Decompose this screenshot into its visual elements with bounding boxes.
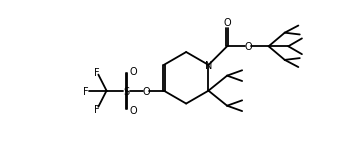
Text: O: O: [130, 106, 137, 116]
Text: O: O: [142, 87, 150, 97]
Text: O: O: [223, 18, 231, 28]
Text: N: N: [205, 61, 212, 71]
Text: O: O: [130, 67, 137, 77]
Text: F: F: [94, 105, 100, 115]
Text: F: F: [83, 87, 89, 97]
Text: S: S: [123, 87, 129, 97]
Text: F: F: [94, 68, 100, 78]
Text: O: O: [244, 42, 252, 52]
